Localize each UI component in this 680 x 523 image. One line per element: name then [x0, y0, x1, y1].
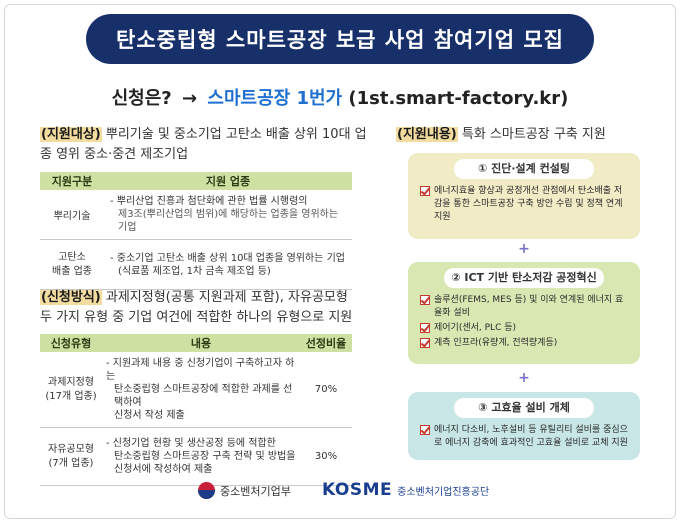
footer: 중소벤처기업부 KOSME 중소벤처기업진흥공단 — [0, 478, 680, 504]
support-content-heading: (지원내용) 특화 스마트공장 구축 지원 — [396, 125, 666, 145]
table-cell-content: - 중소기업 고탄소 배출 상위 10대 업종을 영위하는 기업 (식료품 제조… — [104, 239, 352, 290]
table-header: 신청유형 — [40, 334, 102, 352]
list-item: 계측 인프라(유량계, 전력량계등) — [420, 337, 630, 350]
content-line: 탄소중립형 스마트공장에 적합한 과제를 선택하여 — [114, 384, 293, 408]
category-line: 고탄소 — [58, 251, 86, 263]
support-target-table: 지원구분 지원 업종 뿌리기술 - 뿌리산업 진흥과 첨단화에 관한 법률 시행… — [40, 172, 352, 290]
apply-label: 신청은? — [111, 88, 172, 109]
check-icon — [420, 425, 430, 435]
support-content-text: 특화 스마트공장 구축 지원 — [457, 127, 606, 142]
card-title: ② ICT 기반 탄소저감 공정혁신 — [444, 268, 604, 288]
check-icon — [420, 295, 430, 305]
kosme-wordmark: KOSME — [322, 480, 393, 500]
table-cell-content: - 뿌리산업 진흥과 첨단화에 관한 법률 시행령의 제3조(뿌리산업의 범위)… — [104, 190, 352, 240]
table-header: 지원 업종 — [104, 172, 352, 190]
table-cell-content: - 지원과제 내용 중 신청기업이 구축하고자 하는 탄소중립형 스마트공장에 … — [102, 352, 300, 428]
table-cell-ratio: 30% — [300, 427, 352, 486]
table-cell-ratio: 70% — [300, 352, 352, 428]
card-title: ③ 고효율 설비 개체 — [454, 398, 594, 418]
type-line: (17개 업종) — [45, 390, 97, 402]
table-row: 뿌리기술 - 뿌리산업 진흥과 첨단화에 관한 법률 시행령의 제3조(뿌리산업… — [40, 190, 352, 240]
card-items: 에너지효율 향상과 공정개선 관점에서 탄소배출 저감을 통한 스마트공장 구축… — [408, 179, 640, 232]
apply-link-name[interactable]: 스마트공장 1번가 — [207, 88, 343, 109]
support-target-text: 뿌리기술 및 중소기업 고탄소 배출 상위 10대 업종 영위 중소·중견 제조… — [40, 127, 367, 162]
type-line: (7개 업종) — [48, 457, 94, 469]
list-item: 제어기(센서, PLC 등) — [420, 322, 630, 335]
list-item-text: 에너지효율 향상과 공정개선 관점에서 탄소배출 저감을 통한 스마트공장 구축… — [434, 186, 623, 222]
table-cell-type: 자유공모형 (7개 업종) — [40, 427, 102, 486]
content-line: 신청서 작성 제출 — [114, 410, 185, 421]
list-item: 에너지 다소비, 노후설비 등 유틸리티 설비를 중심으로 에너지 감축에 효과… — [420, 424, 630, 450]
list-item-text: 에너지 다소비, 노후설비 등 유틸리티 설비를 중심으로 에너지 감축에 효과… — [434, 425, 628, 448]
apply-method-tag: (신청방식) — [40, 290, 102, 305]
check-icon — [420, 338, 430, 348]
card-items: 에너지 다소비, 노후설비 등 유틸리티 설비를 중심으로 에너지 감축에 효과… — [408, 418, 640, 458]
kosme-name: 중소벤처기업진흥공단 — [397, 486, 490, 498]
page-title: 탄소중립형 스마트공장 보급 사업 참여기업 모집 — [86, 14, 594, 64]
list-item: 에너지효율 향상과 공정개선 관점에서 탄소배출 저감을 통한 스마트공장 구축… — [420, 185, 630, 224]
taegeuk-logo-icon — [198, 482, 215, 499]
type-line: 자유공모형 — [48, 443, 94, 455]
apply-method-text: 과제지정형(공통 지원과제 포함), 자유공모형 두 가지 유형 중 기업 여건… — [40, 290, 353, 325]
content-line: - 중소기업 고탄소 배출 상위 10대 업종을 영위하는 기업 — [110, 252, 345, 264]
table-header: 지원구분 — [40, 172, 104, 190]
table-header: 내용 — [102, 334, 300, 352]
content-line: - 지원과제 내용 중 신청기업이 구축하고자 하는 — [106, 358, 295, 382]
apply-line: 신청은? → 스마트공장 1번가 (1st.smart-factory.kr) — [0, 84, 680, 110]
content-line: 탄소중립형 스마트공장 구축 전략 및 방법을 — [114, 451, 296, 462]
table-header: 선정비율 — [300, 334, 352, 352]
apply-url[interactable]: (1st.smart-factory.kr) — [348, 88, 569, 109]
table-cell-category: 고탄소 배출 업종 — [40, 239, 104, 290]
plus-icon: + — [518, 241, 530, 257]
support-target-tag: (지원대상) — [40, 127, 102, 142]
kosme-logo: KOSME 중소벤처기업진흥공단 — [322, 480, 489, 500]
content-line: 신청서에 작성하여 제출 — [114, 464, 213, 475]
list-item-text: 계측 인프라(유량계, 전력량계등) — [434, 338, 558, 348]
support-content-tag: (지원내용) — [396, 127, 458, 142]
ministry-logo: 중소벤처기업부 — [198, 482, 291, 499]
apply-method-heading: (신청방식) 과제지정형(공통 지원과제 포함), 자유공모형 두 가지 유형 … — [40, 288, 360, 328]
apply-method-table: 신청유형 내용 선정비율 과제지정형 (17개 업종) - 지원과제 내용 중 … — [40, 334, 352, 486]
ministry-name: 중소벤처기업부 — [220, 484, 291, 498]
list-item-text: 제어기(센서, PLC 등) — [434, 323, 517, 333]
check-icon — [420, 186, 430, 196]
content-line: 제3조(뿌리산업의 범위)에 해당하는 업종을 영위하는 기업 — [118, 209, 339, 233]
consulting-card: ① 진단·설계 컨설팅 에너지효율 향상과 공정개선 관점에서 탄소배출 저감을… — [408, 153, 640, 239]
type-line: 과제지정형 — [48, 376, 94, 388]
list-item-text: 솔루션(FEMS, MES 등) 및 이와 연계된 에너지 효율화 설비 — [434, 295, 624, 318]
content-line: (식료품 제조업, 1차 금속 제조업 등) — [118, 265, 271, 277]
content-line: - 뿌리산업 진흥과 첨단화에 관한 법률 시행령의 — [110, 196, 308, 207]
table-cell-content: - 신청기업 현황 및 생산공정 등에 적합한 탄소중립형 스마트공장 구축 전… — [102, 427, 300, 486]
list-item: 솔루션(FEMS, MES 등) 및 이와 연계된 에너지 효율화 설비 — [420, 294, 630, 320]
content-line: - 신청기업 현황 및 생산공정 등에 적합한 — [106, 438, 276, 449]
table-row: 과제지정형 (17개 업종) - 지원과제 내용 중 신청기업이 구축하고자 하… — [40, 352, 352, 428]
ict-card: ② ICT 기반 탄소저감 공정혁신 솔루션(FEMS, MES 등) 및 이와… — [408, 262, 640, 364]
support-target-heading: (지원대상) 뿌리기술 및 중소기업 고탄소 배출 상위 10대 업종 영위 중… — [40, 125, 370, 165]
arrow-icon: → — [182, 88, 198, 109]
equipment-card: ③ 고효율 설비 개체 에너지 다소비, 노후설비 등 유틸리티 설비를 중심으… — [408, 392, 640, 460]
table-row: 자유공모형 (7개 업종) - 신청기업 현황 및 생산공정 등에 적합한 탄소… — [40, 427, 352, 486]
plus-icon: + — [518, 370, 530, 386]
check-icon — [420, 323, 430, 333]
table-cell-category: 뿌리기술 — [40, 190, 104, 240]
table-cell-type: 과제지정형 (17개 업종) — [40, 352, 102, 428]
card-items: 솔루션(FEMS, MES 등) 및 이와 연계된 에너지 효율화 설비 제어기… — [408, 288, 640, 358]
card-title: ① 진단·설계 컨설팅 — [454, 159, 594, 179]
category-line: 배출 업종 — [52, 265, 92, 277]
table-row: 고탄소 배출 업종 - 중소기업 고탄소 배출 상위 10대 업종을 영위하는 … — [40, 239, 352, 290]
